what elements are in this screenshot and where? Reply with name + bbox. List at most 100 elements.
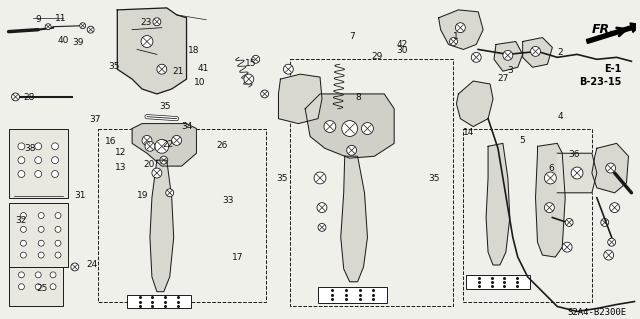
Text: 28: 28 — [23, 93, 35, 102]
Text: 26: 26 — [216, 141, 228, 150]
Text: FR.: FR. — [592, 23, 615, 36]
Text: S2A4-B2300E: S2A4-B2300E — [567, 308, 627, 317]
Polygon shape — [536, 143, 565, 257]
Circle shape — [55, 240, 61, 246]
Text: 35: 35 — [428, 174, 440, 183]
Polygon shape — [523, 38, 552, 67]
Circle shape — [55, 226, 61, 232]
Circle shape — [244, 74, 253, 84]
Polygon shape — [438, 10, 483, 49]
Circle shape — [545, 172, 556, 184]
Circle shape — [545, 203, 554, 212]
Circle shape — [153, 18, 161, 26]
Circle shape — [456, 23, 465, 33]
Circle shape — [20, 212, 26, 219]
Circle shape — [145, 141, 155, 151]
Circle shape — [38, 212, 44, 219]
Circle shape — [45, 24, 51, 30]
Text: 2: 2 — [557, 48, 563, 56]
Text: 35: 35 — [109, 62, 120, 71]
Circle shape — [166, 189, 173, 197]
Circle shape — [362, 122, 373, 135]
Circle shape — [80, 23, 86, 29]
Text: 25: 25 — [36, 284, 47, 293]
FancyArrow shape — [586, 23, 640, 43]
Polygon shape — [305, 94, 394, 158]
Circle shape — [18, 171, 25, 177]
Circle shape — [160, 156, 168, 164]
Text: 11: 11 — [55, 14, 67, 23]
Circle shape — [52, 171, 58, 177]
Polygon shape — [318, 287, 387, 302]
Circle shape — [531, 47, 540, 56]
Text: 40: 40 — [58, 36, 69, 45]
Polygon shape — [557, 153, 597, 193]
Circle shape — [608, 238, 616, 246]
Circle shape — [20, 226, 26, 232]
Circle shape — [19, 284, 24, 290]
Text: 6: 6 — [548, 164, 554, 173]
Text: 32: 32 — [15, 216, 27, 225]
Text: 34: 34 — [181, 122, 193, 131]
Circle shape — [610, 203, 620, 212]
Text: 1: 1 — [453, 32, 459, 41]
Text: 38: 38 — [24, 144, 36, 153]
Circle shape — [571, 167, 583, 179]
Circle shape — [284, 64, 293, 74]
Bar — [463, 129, 592, 301]
Circle shape — [50, 272, 56, 278]
Circle shape — [12, 93, 19, 101]
Circle shape — [35, 171, 42, 177]
Polygon shape — [127, 295, 191, 308]
Text: 35: 35 — [159, 102, 171, 111]
Circle shape — [52, 157, 58, 164]
Circle shape — [50, 284, 56, 290]
Circle shape — [71, 263, 79, 271]
Circle shape — [605, 163, 616, 173]
Circle shape — [38, 252, 44, 258]
Circle shape — [604, 250, 614, 260]
Polygon shape — [117, 8, 186, 94]
Polygon shape — [278, 74, 322, 123]
Text: 42: 42 — [397, 40, 408, 49]
Bar — [8, 203, 68, 267]
Text: 16: 16 — [106, 137, 117, 146]
Circle shape — [318, 223, 326, 231]
Circle shape — [19, 272, 24, 278]
Text: 23: 23 — [140, 18, 152, 27]
Circle shape — [157, 64, 167, 74]
Text: 5: 5 — [520, 136, 525, 145]
Text: 9: 9 — [36, 15, 42, 24]
Circle shape — [55, 212, 61, 219]
Text: 30: 30 — [397, 46, 408, 55]
Circle shape — [18, 157, 25, 164]
Circle shape — [20, 240, 26, 246]
Text: 27: 27 — [498, 74, 509, 83]
Polygon shape — [132, 123, 196, 166]
Circle shape — [18, 143, 25, 150]
Polygon shape — [486, 143, 510, 265]
Circle shape — [503, 50, 513, 60]
Bar — [97, 129, 266, 301]
Text: 36: 36 — [568, 150, 580, 159]
Text: 33: 33 — [223, 196, 234, 205]
Circle shape — [342, 121, 358, 137]
Polygon shape — [456, 81, 493, 127]
Circle shape — [565, 219, 573, 226]
Text: 8: 8 — [355, 93, 361, 102]
Text: 13: 13 — [115, 163, 127, 172]
Text: 15: 15 — [244, 59, 256, 68]
Circle shape — [152, 168, 162, 178]
Text: 22: 22 — [163, 140, 174, 149]
Circle shape — [35, 143, 42, 150]
Circle shape — [142, 136, 152, 145]
Circle shape — [562, 242, 572, 252]
Circle shape — [260, 90, 269, 98]
Circle shape — [347, 145, 356, 155]
Polygon shape — [466, 275, 530, 289]
Text: 31: 31 — [74, 191, 85, 200]
Text: 18: 18 — [188, 46, 199, 55]
Circle shape — [324, 121, 336, 132]
Text: 39: 39 — [72, 38, 84, 47]
Circle shape — [52, 143, 58, 150]
